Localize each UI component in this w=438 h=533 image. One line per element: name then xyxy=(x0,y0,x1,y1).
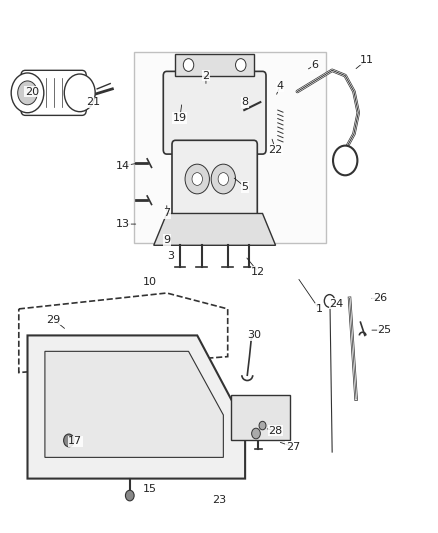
Text: 4: 4 xyxy=(276,81,283,91)
Text: 6: 6 xyxy=(311,60,318,70)
Text: 5: 5 xyxy=(242,182,249,192)
Text: 28: 28 xyxy=(268,426,283,436)
Circle shape xyxy=(125,490,134,501)
Text: 12: 12 xyxy=(251,267,265,277)
Circle shape xyxy=(333,146,357,175)
Text: 1: 1 xyxy=(316,304,323,314)
Polygon shape xyxy=(28,335,245,479)
Circle shape xyxy=(64,74,95,112)
Text: 11: 11 xyxy=(360,55,374,64)
Circle shape xyxy=(184,59,194,71)
Text: 2: 2 xyxy=(202,70,209,80)
Text: 29: 29 xyxy=(46,314,61,325)
Text: 9: 9 xyxy=(163,235,170,245)
FancyBboxPatch shape xyxy=(163,71,266,154)
Text: 10: 10 xyxy=(142,277,156,287)
Text: 20: 20 xyxy=(25,86,39,96)
Circle shape xyxy=(11,73,44,113)
Circle shape xyxy=(236,59,246,71)
Text: 27: 27 xyxy=(286,442,300,452)
Polygon shape xyxy=(154,214,276,245)
Text: 17: 17 xyxy=(68,437,82,447)
Text: 30: 30 xyxy=(247,330,261,341)
Text: 19: 19 xyxy=(173,113,187,123)
Polygon shape xyxy=(45,351,223,457)
Circle shape xyxy=(218,173,229,185)
Text: 22: 22 xyxy=(268,145,283,155)
Text: 24: 24 xyxy=(329,298,344,309)
Circle shape xyxy=(18,81,37,105)
Circle shape xyxy=(324,295,335,308)
Text: 14: 14 xyxy=(116,161,131,171)
Text: 25: 25 xyxy=(377,325,392,335)
Circle shape xyxy=(64,434,74,447)
Text: 15: 15 xyxy=(142,484,156,494)
Text: 26: 26 xyxy=(373,293,387,303)
Text: 21: 21 xyxy=(86,97,100,107)
Text: 23: 23 xyxy=(212,495,226,505)
FancyBboxPatch shape xyxy=(21,70,86,115)
Text: 13: 13 xyxy=(116,219,130,229)
Text: 7: 7 xyxy=(163,208,170,219)
Circle shape xyxy=(185,164,209,194)
FancyBboxPatch shape xyxy=(172,140,257,217)
Polygon shape xyxy=(176,54,254,76)
Circle shape xyxy=(252,428,260,439)
Text: 8: 8 xyxy=(241,97,249,107)
Text: 3: 3 xyxy=(168,251,175,261)
FancyBboxPatch shape xyxy=(231,395,290,440)
Circle shape xyxy=(259,421,266,430)
FancyBboxPatch shape xyxy=(134,52,325,243)
Circle shape xyxy=(192,173,202,185)
Circle shape xyxy=(211,164,236,194)
